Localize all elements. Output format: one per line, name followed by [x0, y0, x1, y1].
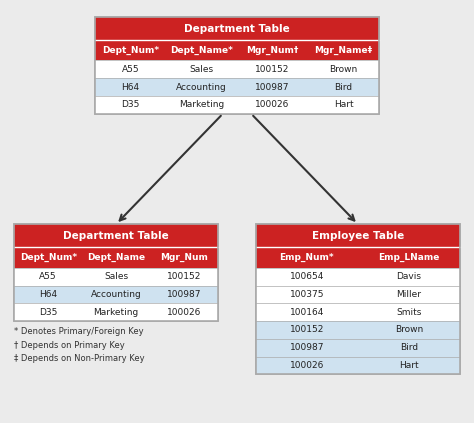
Text: Emp_Num*: Emp_Num*	[280, 253, 334, 262]
Bar	[95, 17, 379, 40]
Text: A55: A55	[39, 272, 57, 281]
Text: ‡ Depends on Non-Primary Key: ‡ Depends on Non-Primary Key	[14, 354, 145, 363]
Bar	[95, 40, 379, 60]
Text: Sales: Sales	[104, 272, 128, 281]
Text: 100026: 100026	[167, 308, 201, 317]
Bar	[256, 224, 460, 374]
Text: Department Table: Department Table	[63, 231, 169, 241]
Bar	[95, 60, 379, 78]
Bar	[256, 268, 460, 286]
Bar	[256, 247, 460, 268]
Bar	[256, 224, 460, 247]
Text: † Depends on Primary Key: † Depends on Primary Key	[14, 341, 125, 350]
Text: Accounting: Accounting	[91, 290, 142, 299]
Text: 100152: 100152	[167, 272, 201, 281]
Bar	[256, 303, 460, 321]
Text: Mgr_Name‡: Mgr_Name‡	[315, 46, 373, 55]
Text: H64: H64	[121, 82, 139, 92]
Bar	[14, 268, 218, 286]
Text: Accounting: Accounting	[176, 82, 227, 92]
Text: Brown: Brown	[395, 325, 423, 335]
Bar	[256, 321, 460, 339]
Text: Miller: Miller	[396, 290, 421, 299]
Text: Brown: Brown	[329, 65, 358, 74]
Bar	[14, 224, 218, 321]
Bar	[95, 96, 379, 114]
Bar	[256, 339, 460, 357]
Bar	[256, 357, 460, 374]
Text: D35: D35	[121, 100, 139, 110]
Text: Employee Table: Employee Table	[312, 231, 404, 241]
Text: Dept_Num*: Dept_Num*	[19, 253, 77, 262]
Text: Dept_Name*: Dept_Name*	[170, 46, 233, 55]
Text: Sales: Sales	[190, 65, 213, 74]
Text: Mgr_Num†: Mgr_Num†	[246, 46, 299, 55]
Text: Bird: Bird	[400, 343, 418, 352]
Text: Emp_LName: Emp_LName	[378, 253, 439, 262]
Text: D35: D35	[39, 308, 57, 317]
Text: 100987: 100987	[255, 82, 290, 92]
Text: Davis: Davis	[396, 272, 421, 281]
Bar	[256, 224, 460, 374]
Text: Hart: Hart	[399, 361, 419, 370]
Text: Department Table: Department Table	[184, 24, 290, 33]
Text: 100026: 100026	[255, 100, 290, 110]
Text: * Denotes Primary/Foreign Key: * Denotes Primary/Foreign Key	[14, 327, 144, 336]
Bar	[95, 78, 379, 96]
Text: Marketing: Marketing	[179, 100, 224, 110]
Bar	[14, 286, 218, 303]
Text: 100164: 100164	[290, 308, 324, 317]
Bar	[14, 247, 218, 268]
Text: 100026: 100026	[290, 361, 324, 370]
Text: 100375: 100375	[290, 290, 324, 299]
Bar	[95, 17, 379, 114]
Text: Mgr_Num: Mgr_Num	[160, 253, 208, 262]
Text: Marketing: Marketing	[93, 308, 139, 317]
Text: Bird: Bird	[335, 82, 353, 92]
Text: 100152: 100152	[255, 65, 290, 74]
Text: Dept_Name: Dept_Name	[87, 253, 145, 262]
Text: 100152: 100152	[290, 325, 324, 335]
Bar	[14, 303, 218, 321]
Text: 100987: 100987	[167, 290, 201, 299]
Text: 100654: 100654	[290, 272, 324, 281]
Text: Dept_Num*: Dept_Num*	[102, 46, 159, 55]
Bar	[14, 224, 218, 247]
Bar	[14, 224, 218, 321]
Bar	[95, 17, 379, 114]
Text: A55: A55	[121, 65, 139, 74]
Text: Smits: Smits	[396, 308, 421, 317]
Text: 100987: 100987	[290, 343, 324, 352]
Bar	[256, 286, 460, 303]
Text: H64: H64	[39, 290, 57, 299]
Text: Hart: Hart	[334, 100, 354, 110]
